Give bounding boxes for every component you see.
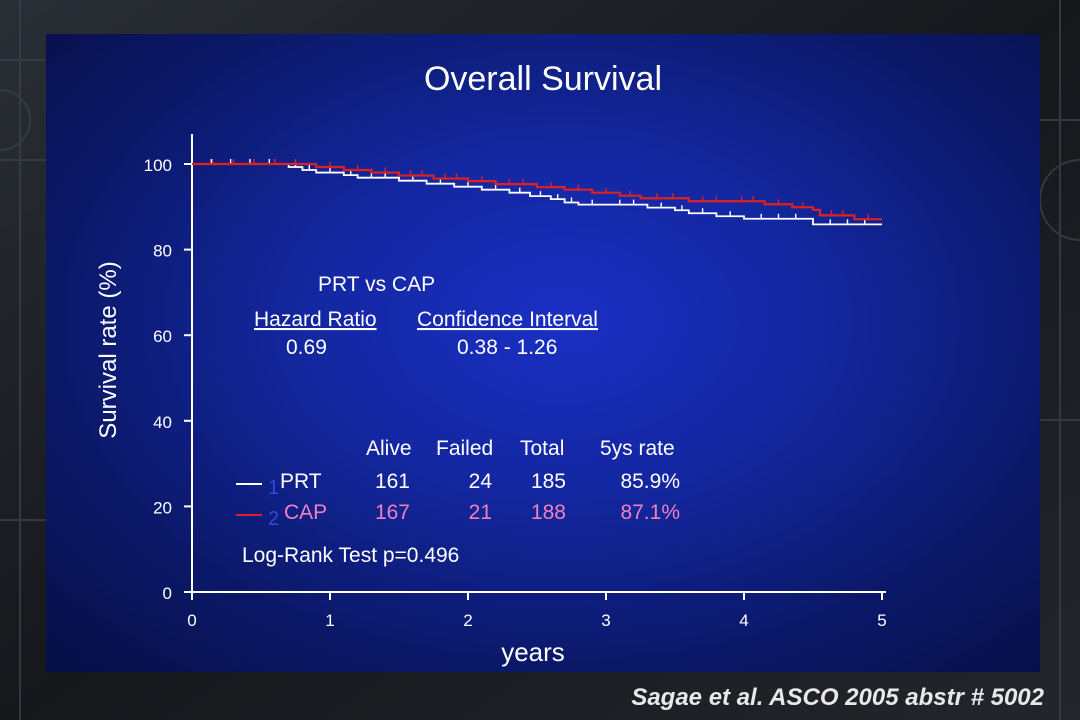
x-tick-label: 4 — [739, 611, 748, 630]
series-layer — [192, 159, 882, 226]
table-row-prt: 1 PRT 161 24 185 85.9% — [236, 470, 680, 499]
survival-curve-prt — [192, 163, 882, 226]
x-tick-label: 5 — [877, 611, 886, 630]
y-axis-label: Survival rate (%) — [95, 261, 122, 438]
row-total-prt: 185 — [531, 470, 566, 493]
hazard-ratio-value: 0.69 — [286, 336, 327, 359]
y-tick-label: 60 — [153, 327, 172, 346]
chart-panel: Overall Survival Survival rate (%) years… — [46, 34, 1040, 672]
row-name-prt: PRT — [280, 470, 322, 493]
row-rate-prt: 85.9% — [620, 470, 680, 493]
y-tick-label: 80 — [153, 242, 172, 261]
table-row-cap: 2 CAP 167 21 188 87.1% — [236, 501, 680, 530]
row-alive-prt: 161 — [375, 470, 410, 493]
chart-title: Overall Survival — [424, 60, 662, 98]
y-tick-label: 100 — [144, 156, 172, 175]
x-tick-label: 1 — [325, 611, 334, 630]
survival-chart: Overall Survival Survival rate (%) years… — [95, 60, 887, 667]
row-name-cap: CAP — [284, 501, 327, 524]
row-total-cap: 188 — [531, 501, 566, 524]
legend-index-cap: 2 — [268, 508, 279, 530]
hazard-ratio-label: Hazard Ratio — [254, 308, 377, 331]
table-header-5ys-rate: 5ys rate — [600, 437, 675, 460]
y-tick-label: 0 — [163, 584, 172, 603]
table-header-total: Total — [520, 437, 564, 460]
x-tick-label: 0 — [187, 611, 196, 630]
row-alive-cap: 167 — [375, 501, 410, 524]
x-axis-label: years — [501, 637, 565, 667]
table-header-failed: Failed — [436, 437, 493, 460]
series-cap — [192, 159, 882, 221]
y-tick-label: 20 — [153, 498, 172, 517]
x-tick-label: 3 — [601, 611, 610, 630]
y-tick-label: 40 — [153, 413, 172, 432]
confidence-interval-label: Confidence Interval — [417, 308, 598, 331]
row-rate-cap: 87.1% — [620, 501, 680, 524]
table-header-alive: Alive — [366, 437, 412, 460]
axes: 0 20 40 60 80 100 0 1 2 3 4 5 — [144, 134, 887, 630]
confidence-interval-value: 0.38 - 1.26 — [457, 336, 557, 359]
citation: Sagae et al. ASCO 2005 abstr # 5002 — [631, 684, 1044, 711]
legend-index-prt: 1 — [268, 477, 279, 499]
comparison-title: PRT vs CAP — [318, 273, 435, 296]
x-tick-label: 2 — [463, 611, 472, 630]
survival-curve-cap — [192, 162, 882, 221]
row-failed-prt: 24 — [469, 470, 493, 493]
series-prt — [192, 159, 882, 226]
row-failed-cap: 21 — [469, 501, 492, 524]
logrank-test: Log-Rank Test p=0.496 — [242, 544, 459, 567]
